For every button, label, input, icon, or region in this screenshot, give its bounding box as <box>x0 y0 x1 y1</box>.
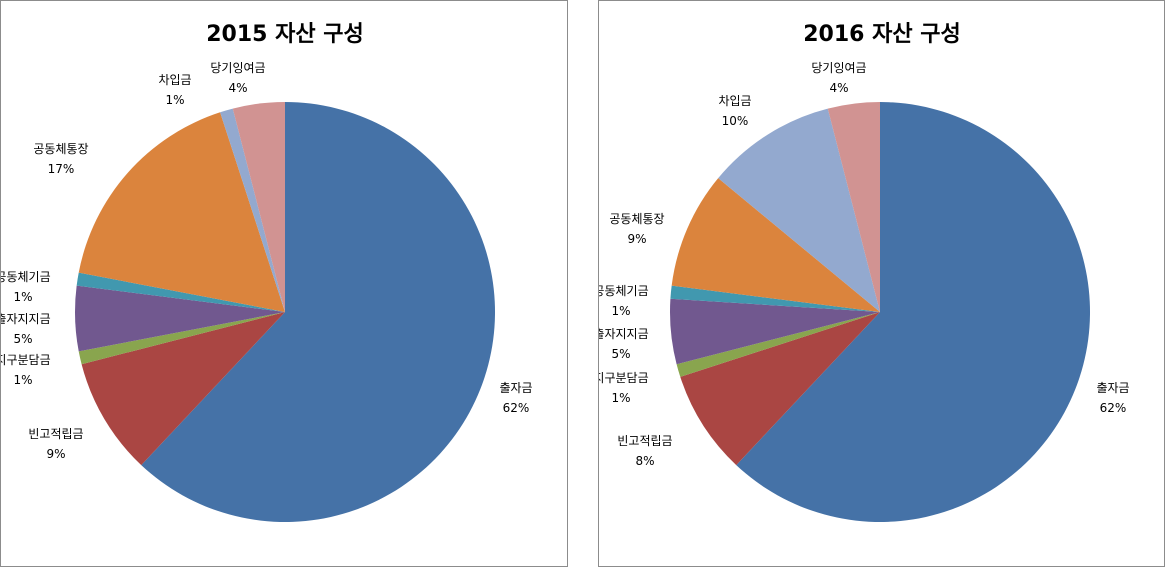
chart-title: 2015 자산 구성 <box>206 22 364 47</box>
slice-value-label: 62% <box>503 401 530 415</box>
slice-label: 빈고적립금 <box>28 427 83 441</box>
slice-value-label: 62% <box>1100 401 1127 415</box>
slice-value-label: 5% <box>13 332 32 346</box>
slice-label: 지구분담금 <box>599 371 649 385</box>
slice-value-label: 17% <box>48 162 75 176</box>
pie-slice-3 <box>78 312 285 365</box>
slice-value-label: 1% <box>611 391 630 405</box>
slice-value-label: 1% <box>611 304 630 318</box>
slice-value-label: 4% <box>228 81 247 95</box>
chart-title: 2016 자산 구성 <box>803 22 961 47</box>
slice-value-label: 1% <box>165 93 184 107</box>
slice-label: 출자지지금 <box>599 327 649 341</box>
slice-value-label: 5% <box>611 347 630 361</box>
slice-label: 공동체통장 <box>609 212 664 226</box>
pie-slice-1 <box>736 102 1091 523</box>
pie-slice-2 <box>81 312 285 466</box>
pie-chart-2016: 2016 자산 구성 출자금 62% 빈고적립금 8% 지구분담금 1% 출자지지금 5% 공동… <box>599 22 1130 523</box>
pie-slice-1 <box>141 102 496 523</box>
pie-slice-5 <box>76 272 285 312</box>
slice-label: 당기잉여금 <box>210 61 265 75</box>
slice-label: 공동체기금 <box>599 284 649 298</box>
slice-label: 출자지지금 <box>1 312 51 326</box>
pie-slice-6 <box>671 178 880 312</box>
pie-slice-4 <box>669 298 880 365</box>
slice-label: 출자금 <box>499 381 532 395</box>
pie-slice-7 <box>220 108 285 312</box>
slice-label: 빈고적립금 <box>617 434 672 448</box>
slice-value-label: 8% <box>635 454 654 468</box>
slice-label: 공동체통장 <box>33 142 88 156</box>
pie-slice-7 <box>718 108 880 312</box>
pie-slice-5 <box>670 285 880 312</box>
slice-label: 차입금 <box>158 73 191 87</box>
slice-value-label: 1% <box>13 290 32 304</box>
pie-slice-2 <box>680 312 880 466</box>
slice-value-label: 4% <box>829 81 848 95</box>
slice-label: 지구분담금 <box>1 353 51 367</box>
chart-panel-2016: 2016 자산 구성 출자금 62% 빈고적립금 8% 지구분담금 1% 출자지지금 5% 공동… <box>598 0 1165 567</box>
slice-value-label: 1% <box>13 373 32 387</box>
slice-label: 공동체기금 <box>1 270 51 284</box>
slice-value-label: 9% <box>46 447 65 461</box>
slice-value-label: 9% <box>627 232 646 246</box>
slice-label: 당기잉여금 <box>811 61 866 75</box>
pie-slice-6 <box>78 112 285 312</box>
chart-panel-2015: 2015 자산 구성 출자금 62% 빈고적립금 9% 지구분담금 1% 출자지지금 5% 공동… <box>0 0 568 567</box>
pie-chart-2015: 2015 자산 구성 출자금 62% 빈고적립금 9% 지구분담금 1% 출자지지금 5% 공동… <box>1 22 533 523</box>
slice-label: 차입금 <box>718 94 751 108</box>
pie-slice-8 <box>827 102 880 312</box>
slice-value-label: 10% <box>722 114 749 128</box>
slice-label: 출자금 <box>1096 381 1129 395</box>
pie-slice-3 <box>676 312 880 377</box>
pie-slice-4 <box>75 285 286 352</box>
pie-slice-8 <box>232 102 285 312</box>
